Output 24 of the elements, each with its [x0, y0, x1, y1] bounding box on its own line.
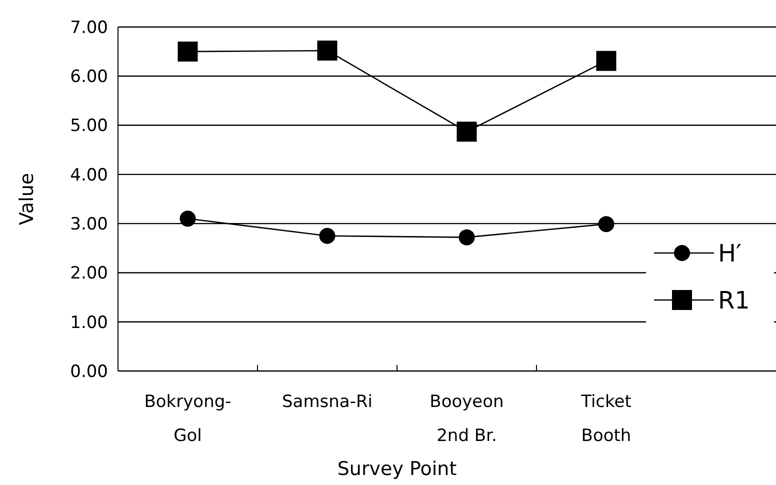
y-tick-label: 0.00 — [70, 362, 108, 382]
y-tick-label: 3.00 — [70, 214, 108, 235]
x-tick-label: Ticket Booth — [580, 392, 632, 446]
point — [319, 228, 336, 244]
x-tick-label: Booyeon 2nd Br. — [430, 392, 504, 446]
point — [596, 50, 616, 71]
legend-label: H′ — [718, 239, 742, 268]
y-tick-label: 5.00 — [70, 116, 108, 136]
y-tick-label: 7.00 — [70, 18, 108, 38]
point — [180, 210, 196, 227]
point — [178, 42, 198, 62]
point — [317, 40, 338, 61]
y-tick-label: 6.00 — [70, 67, 108, 88]
point — [458, 229, 475, 246]
y-axis-title: Value — [16, 172, 38, 226]
x-axis-title: Survey Point — [337, 458, 457, 480]
point — [456, 122, 477, 142]
y-tick-label: 4.00 — [70, 165, 108, 186]
legend-label: R1 — [718, 286, 750, 314]
x-tick-label: Bokryong- Gol — [144, 392, 232, 446]
point — [598, 216, 614, 232]
x-tick-label: Samsna-Ri — [282, 392, 372, 412]
y-tick-label: 2.00 — [70, 264, 108, 284]
y-tick-label: 1.00 — [70, 312, 108, 333]
